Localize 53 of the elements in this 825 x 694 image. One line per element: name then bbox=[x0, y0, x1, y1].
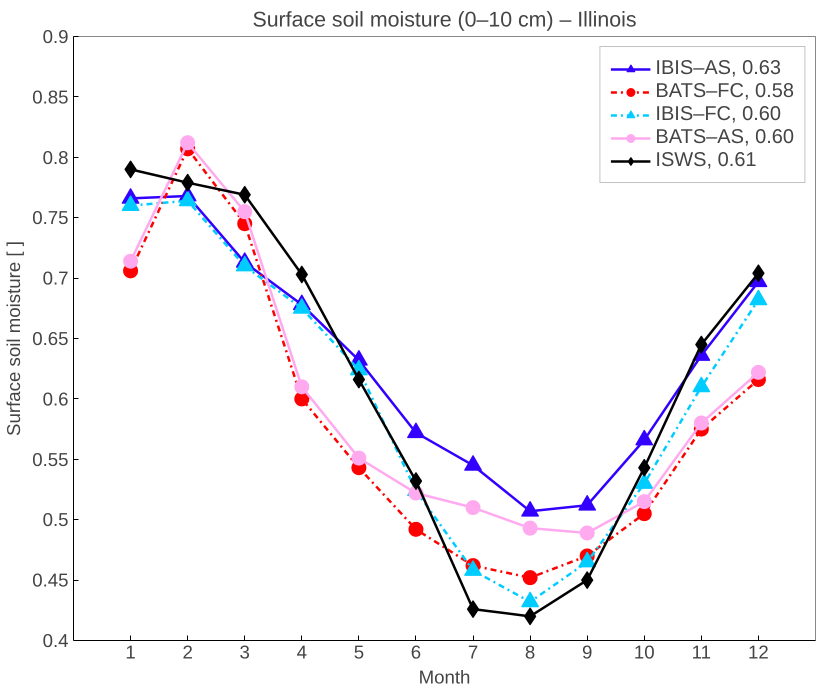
point bbox=[351, 450, 366, 466]
x-tick-label: 4 bbox=[296, 642, 308, 662]
point bbox=[124, 160, 137, 178]
point bbox=[181, 174, 194, 192]
point bbox=[694, 416, 709, 431]
y-tick-label: 0.9 bbox=[42, 26, 69, 47]
y-tick-label: 0.6 bbox=[42, 388, 69, 410]
point bbox=[522, 520, 538, 536]
x-tick-label: 1 bbox=[125, 642, 136, 662]
point bbox=[352, 370, 366, 389]
point bbox=[750, 364, 766, 380]
y-tick-label: 0.75 bbox=[32, 207, 68, 228]
legend-label: IBIS–FC, 0.60 bbox=[655, 103, 782, 126]
x-tick-label: 6 bbox=[410, 642, 422, 662]
point bbox=[410, 472, 422, 490]
x-axis-title: Month bbox=[418, 666, 470, 688]
y-tick-label: 0.5 bbox=[42, 509, 69, 530]
point bbox=[408, 522, 424, 537]
x-tick-label: 8 bbox=[524, 642, 536, 662]
x-tick-label: 12 bbox=[748, 642, 769, 662]
x-tick-label: 7 bbox=[468, 642, 478, 662]
x-tick-label: 10 bbox=[634, 642, 655, 662]
point bbox=[524, 607, 536, 626]
point bbox=[180, 135, 196, 150]
point bbox=[580, 526, 595, 540]
point bbox=[695, 336, 708, 354]
x-tick-label: 3 bbox=[240, 642, 250, 662]
y-tick-label: 0.85 bbox=[32, 86, 68, 108]
point bbox=[123, 254, 138, 269]
y-tick-label: 0.8 bbox=[42, 146, 69, 168]
y-tick-label: 0.65 bbox=[32, 328, 68, 349]
legend-label: BATS–FC, 0.58 bbox=[655, 80, 794, 103]
chart-title: Surface soil moisture (0–10 cm) – Illinois bbox=[252, 8, 637, 32]
legend-label: BATS–AS, 0.60 bbox=[655, 126, 794, 149]
x-tick-label: 5 bbox=[354, 642, 364, 662]
y-tick-label: 0.55 bbox=[32, 448, 68, 470]
y-tick-label: 0.7 bbox=[42, 268, 69, 289]
legend-label: IBIS–AS, 0.63 bbox=[655, 57, 782, 80]
x-tick-label: 11 bbox=[692, 642, 712, 662]
x-tick-label: 2 bbox=[182, 642, 193, 662]
point bbox=[466, 500, 481, 516]
point bbox=[636, 494, 652, 510]
point bbox=[294, 379, 310, 394]
point bbox=[237, 204, 252, 220]
point bbox=[522, 570, 538, 586]
point bbox=[636, 506, 652, 522]
point bbox=[752, 264, 765, 282]
x-tick-label: 9 bbox=[582, 642, 592, 662]
y-axis-title: Surface soil moisture [ ] bbox=[3, 241, 24, 436]
point bbox=[466, 600, 480, 618]
y-tick-label: 0.4 bbox=[42, 630, 69, 651]
legend-label: ISWS, 0.61 bbox=[655, 149, 757, 172]
y-tick-label: 0.45 bbox=[32, 570, 68, 591]
